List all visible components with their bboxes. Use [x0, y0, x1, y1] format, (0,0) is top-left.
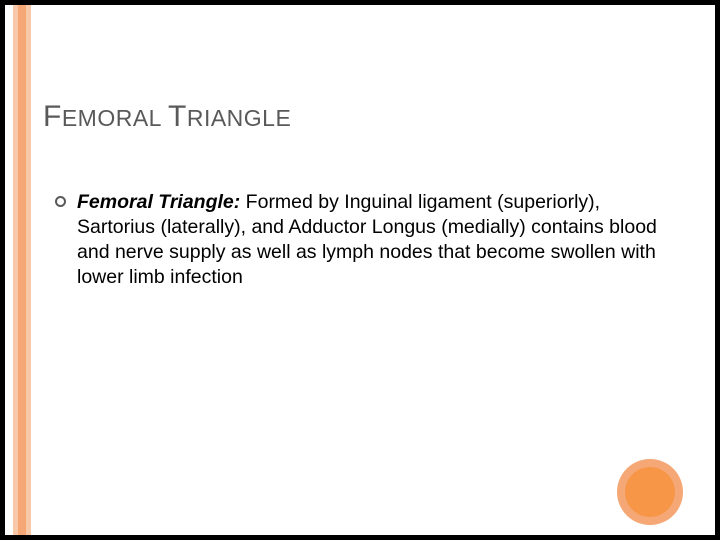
bullet-lead: Femoral Triangle: — [77, 191, 240, 213]
slide-title: FEMORAL TRIANGLE — [43, 100, 291, 134]
decor-circle-inner-icon — [625, 467, 675, 517]
accent-stripe-inner — [18, 5, 26, 535]
slide: FEMORAL TRIANGLE Femoral Triangle: Forme… — [5, 5, 715, 535]
bullet-item: Femoral Triangle: Formed by Inguinal lig… — [55, 190, 665, 290]
slide-body: Femoral Triangle: Formed by Inguinal lig… — [55, 190, 665, 290]
bullet-text: Femoral Triangle: Formed by Inguinal lig… — [77, 190, 665, 290]
bullet-marker-icon — [55, 196, 66, 207]
